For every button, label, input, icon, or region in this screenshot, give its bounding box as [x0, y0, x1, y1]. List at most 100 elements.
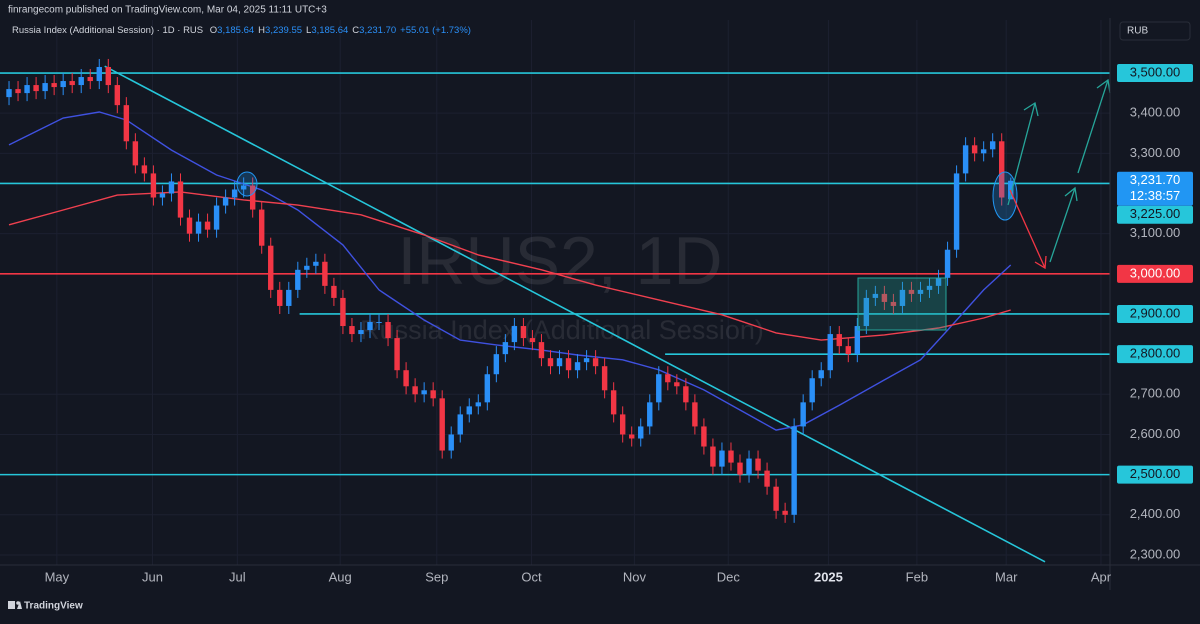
symbol-legend: Russia Index (Additional Session) · 1D ·…	[12, 25, 471, 36]
countdown: 12:38:57	[1130, 188, 1181, 203]
candle-body	[33, 85, 39, 92]
candle-body	[836, 334, 842, 347]
candle-body	[168, 181, 175, 194]
candle-body	[448, 434, 454, 451]
candle-body	[466, 406, 472, 415]
x-tick-label: Aug	[329, 569, 352, 584]
candle-body	[349, 326, 355, 335]
level-label-box	[1117, 465, 1193, 484]
candle-body	[177, 181, 184, 218]
level-label: 3,225.00	[1130, 206, 1181, 221]
ohlc-key: L	[306, 25, 311, 36]
candle-body	[51, 83, 57, 88]
level-label: 3,500.00	[1130, 64, 1181, 79]
candle-body	[376, 322, 382, 324]
candle-body	[683, 386, 689, 403]
candle-body	[295, 269, 301, 290]
candle-body	[710, 446, 716, 467]
plot-area	[0, 58, 1110, 563]
candle-body	[484, 374, 491, 403]
red-arrow	[1009, 189, 1047, 270]
green-arrows	[1007, 78, 1111, 263]
candle-body	[592, 358, 599, 367]
ohlc-key: O	[210, 25, 217, 36]
candle-body	[421, 390, 427, 395]
candle-body	[782, 510, 788, 515]
price-axis: 3,400.00 3,300.00 3,100.00 2,700.00 2,600.00…	[0, 18, 1200, 590]
level-label: 2,800.00	[1130, 346, 1181, 361]
candle-body	[24, 85, 30, 94]
candle-body	[439, 398, 445, 451]
candle-body	[6, 89, 12, 98]
candle-body	[520, 326, 527, 339]
candle-body	[583, 358, 590, 363]
currency: RUB	[1127, 26, 1148, 37]
candle-body	[917, 289, 924, 294]
consolidation-box	[857, 277, 947, 331]
symbol: Russia Index (Additional Session) · 1D ·…	[12, 25, 203, 36]
x-tick-label: Jul	[229, 569, 246, 584]
candle-body	[980, 149, 987, 154]
candle-body	[96, 66, 102, 82]
candle-body	[249, 185, 256, 210]
candle-body	[367, 322, 373, 331]
candle-body	[502, 342, 509, 355]
candle-body	[286, 289, 292, 306]
candle-body	[665, 374, 671, 383]
candle-body	[619, 414, 626, 435]
candle-body	[259, 209, 265, 246]
level-label: 2,900.00	[1130, 305, 1181, 320]
candle-body	[908, 289, 915, 294]
candle-body	[385, 322, 391, 339]
highlight-ellipse	[236, 171, 258, 197]
candle-body	[60, 81, 66, 88]
candle-body	[493, 354, 500, 375]
ohlc-value: 3,239.55	[265, 25, 302, 36]
publisher: finrangecom published on TradingView.com…	[8, 5, 327, 16]
candle-body	[538, 342, 545, 359]
x-tick-label: 2025	[814, 569, 843, 584]
y-tick-label: 2,400.00	[1130, 506, 1181, 521]
candle-body	[204, 221, 211, 230]
candle-body	[304, 265, 310, 270]
candle-body	[999, 141, 1005, 198]
candle-body	[87, 77, 93, 82]
ohlc-value: 3,185.64	[217, 25, 254, 36]
candle-body	[701, 426, 707, 447]
y-tick-label: 2,600.00	[1130, 426, 1181, 441]
level-label-box	[1117, 304, 1193, 323]
candle-body	[511, 326, 518, 343]
candle-body	[123, 105, 130, 142]
ohlc-value: 3,185.64	[311, 25, 348, 36]
candle-body	[1008, 180, 1014, 200]
candle-body	[42, 83, 48, 92]
candle-body	[827, 334, 833, 371]
candle-body	[340, 297, 346, 327]
candle-body	[809, 378, 815, 403]
candle-body	[800, 402, 806, 427]
candle-body	[926, 285, 933, 290]
candle-body	[313, 261, 319, 266]
candle-body	[818, 370, 824, 379]
x-tick-label: Apr	[1091, 569, 1112, 584]
candle-body	[105, 66, 111, 86]
candle-body	[69, 81, 75, 86]
x-tick-label: Jun	[142, 569, 163, 584]
candle-body	[574, 362, 581, 371]
y-tick-label: 2,300.00	[1130, 546, 1181, 561]
candle-body	[863, 297, 870, 327]
candle-body	[15, 89, 21, 94]
candle-body	[953, 173, 960, 250]
x-tick-label: Dec	[717, 569, 741, 584]
x-tick-label: Sep	[425, 569, 448, 584]
candle-body	[764, 470, 770, 487]
candle-body	[674, 382, 680, 387]
x-tick-label: Nov	[623, 569, 647, 584]
x-tick-label: May	[45, 569, 70, 584]
candle-body	[629, 434, 635, 439]
candle-body	[881, 293, 888, 302]
candle-body	[231, 189, 238, 198]
level-label-box	[1117, 345, 1193, 364]
ohlc-value: 3,231.70	[359, 25, 396, 36]
